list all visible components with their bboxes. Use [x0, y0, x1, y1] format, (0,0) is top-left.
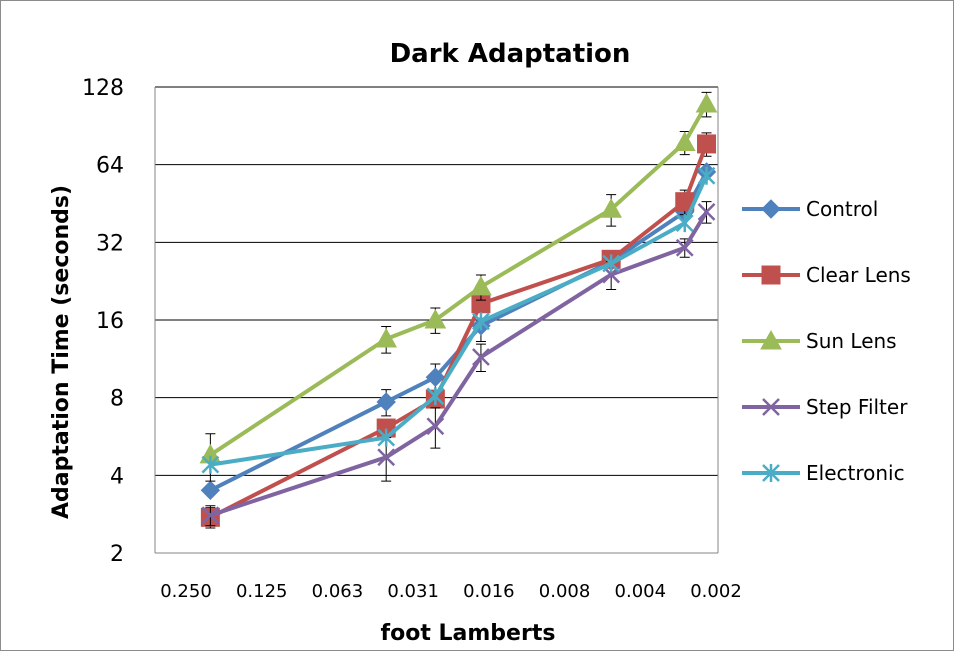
x-tick-label: 0.125 [236, 581, 288, 602]
x-tick-label: 0.031 [387, 581, 439, 602]
grid [154, 86, 719, 554]
series-layer [199, 91, 718, 529]
data-point [425, 367, 446, 387]
data-point [697, 202, 716, 221]
legend-marker [762, 398, 780, 416]
y-tick-label: 64 [96, 154, 124, 179]
data-point [377, 428, 396, 447]
legend-label: Clear Lens [806, 263, 911, 287]
legend-marker [762, 464, 780, 482]
chart-title: Dark Adaptation [390, 39, 631, 69]
series-line [209, 102, 709, 457]
x-tick-label: 0.016 [463, 581, 515, 602]
legend-marker [761, 199, 781, 219]
legend-marker [760, 329, 782, 350]
legend-item: Step Filter [742, 395, 908, 419]
legend-item: Sun Lens [742, 329, 897, 353]
series-clear-lens [200, 132, 717, 529]
data-point [472, 312, 490, 331]
data-point [470, 275, 492, 296]
y-tick-label: 2 [110, 542, 124, 567]
data-point [472, 348, 490, 366]
data-point [200, 480, 221, 501]
legend-label: Electronic [806, 461, 905, 485]
data-point [375, 328, 398, 348]
series-line [209, 210, 709, 518]
data-point [697, 166, 716, 185]
data-point [201, 506, 220, 525]
y-axis-label: Adaptation Time (seconds) [49, 185, 74, 519]
x-tick-label: 0.063 [312, 581, 364, 602]
data-point [697, 134, 717, 154]
legend-label: Sun Lens [806, 329, 897, 353]
y-tick-label: 8 [110, 387, 124, 412]
data-point [675, 214, 694, 233]
y-tick-label: 128 [82, 76, 124, 101]
x-tick-label: 0.008 [539, 581, 591, 602]
data-point [695, 92, 718, 113]
data-point [377, 448, 396, 467]
y-tick-label: 16 [96, 309, 124, 334]
x-tick-labels: 0.250 0.125 0.063 0.031 0.016 0.008 0.004 0.002 [160, 581, 742, 602]
data-point [675, 238, 694, 257]
legend-item: Clear Lens [742, 263, 911, 287]
data-point [426, 417, 445, 436]
x-tick-label: 0.002 [690, 581, 742, 602]
legend-label: Step Filter [806, 395, 908, 419]
data-point [424, 308, 447, 329]
series-line [209, 170, 709, 493]
y-tick-label: 4 [110, 464, 124, 489]
x-tick-label: 0.250 [160, 581, 212, 602]
series-line [209, 143, 709, 520]
series-electronic [201, 166, 716, 474]
y-tick-label: 32 [96, 231, 124, 256]
data-point [602, 254, 621, 273]
data-point [600, 198, 623, 218]
legend-label: Control [806, 197, 878, 221]
legend-item: Electronic [742, 461, 905, 485]
legend-marker [761, 265, 781, 285]
x-axis-label: foot Lamberts [381, 621, 556, 646]
series-sun-lens [199, 91, 718, 482]
data-point [426, 387, 445, 406]
data-point [201, 455, 220, 474]
data-point [673, 131, 696, 152]
y-tick-labels: 2 4 8 16 32 64 128 [82, 76, 124, 567]
data-point [376, 392, 396, 412]
legend-item: Control [742, 197, 878, 221]
series-control [200, 162, 717, 501]
x-tick-label: 0.004 [615, 581, 667, 602]
legend: Control Clear Lens Sun Lens Step Filter Elec… [742, 197, 911, 485]
